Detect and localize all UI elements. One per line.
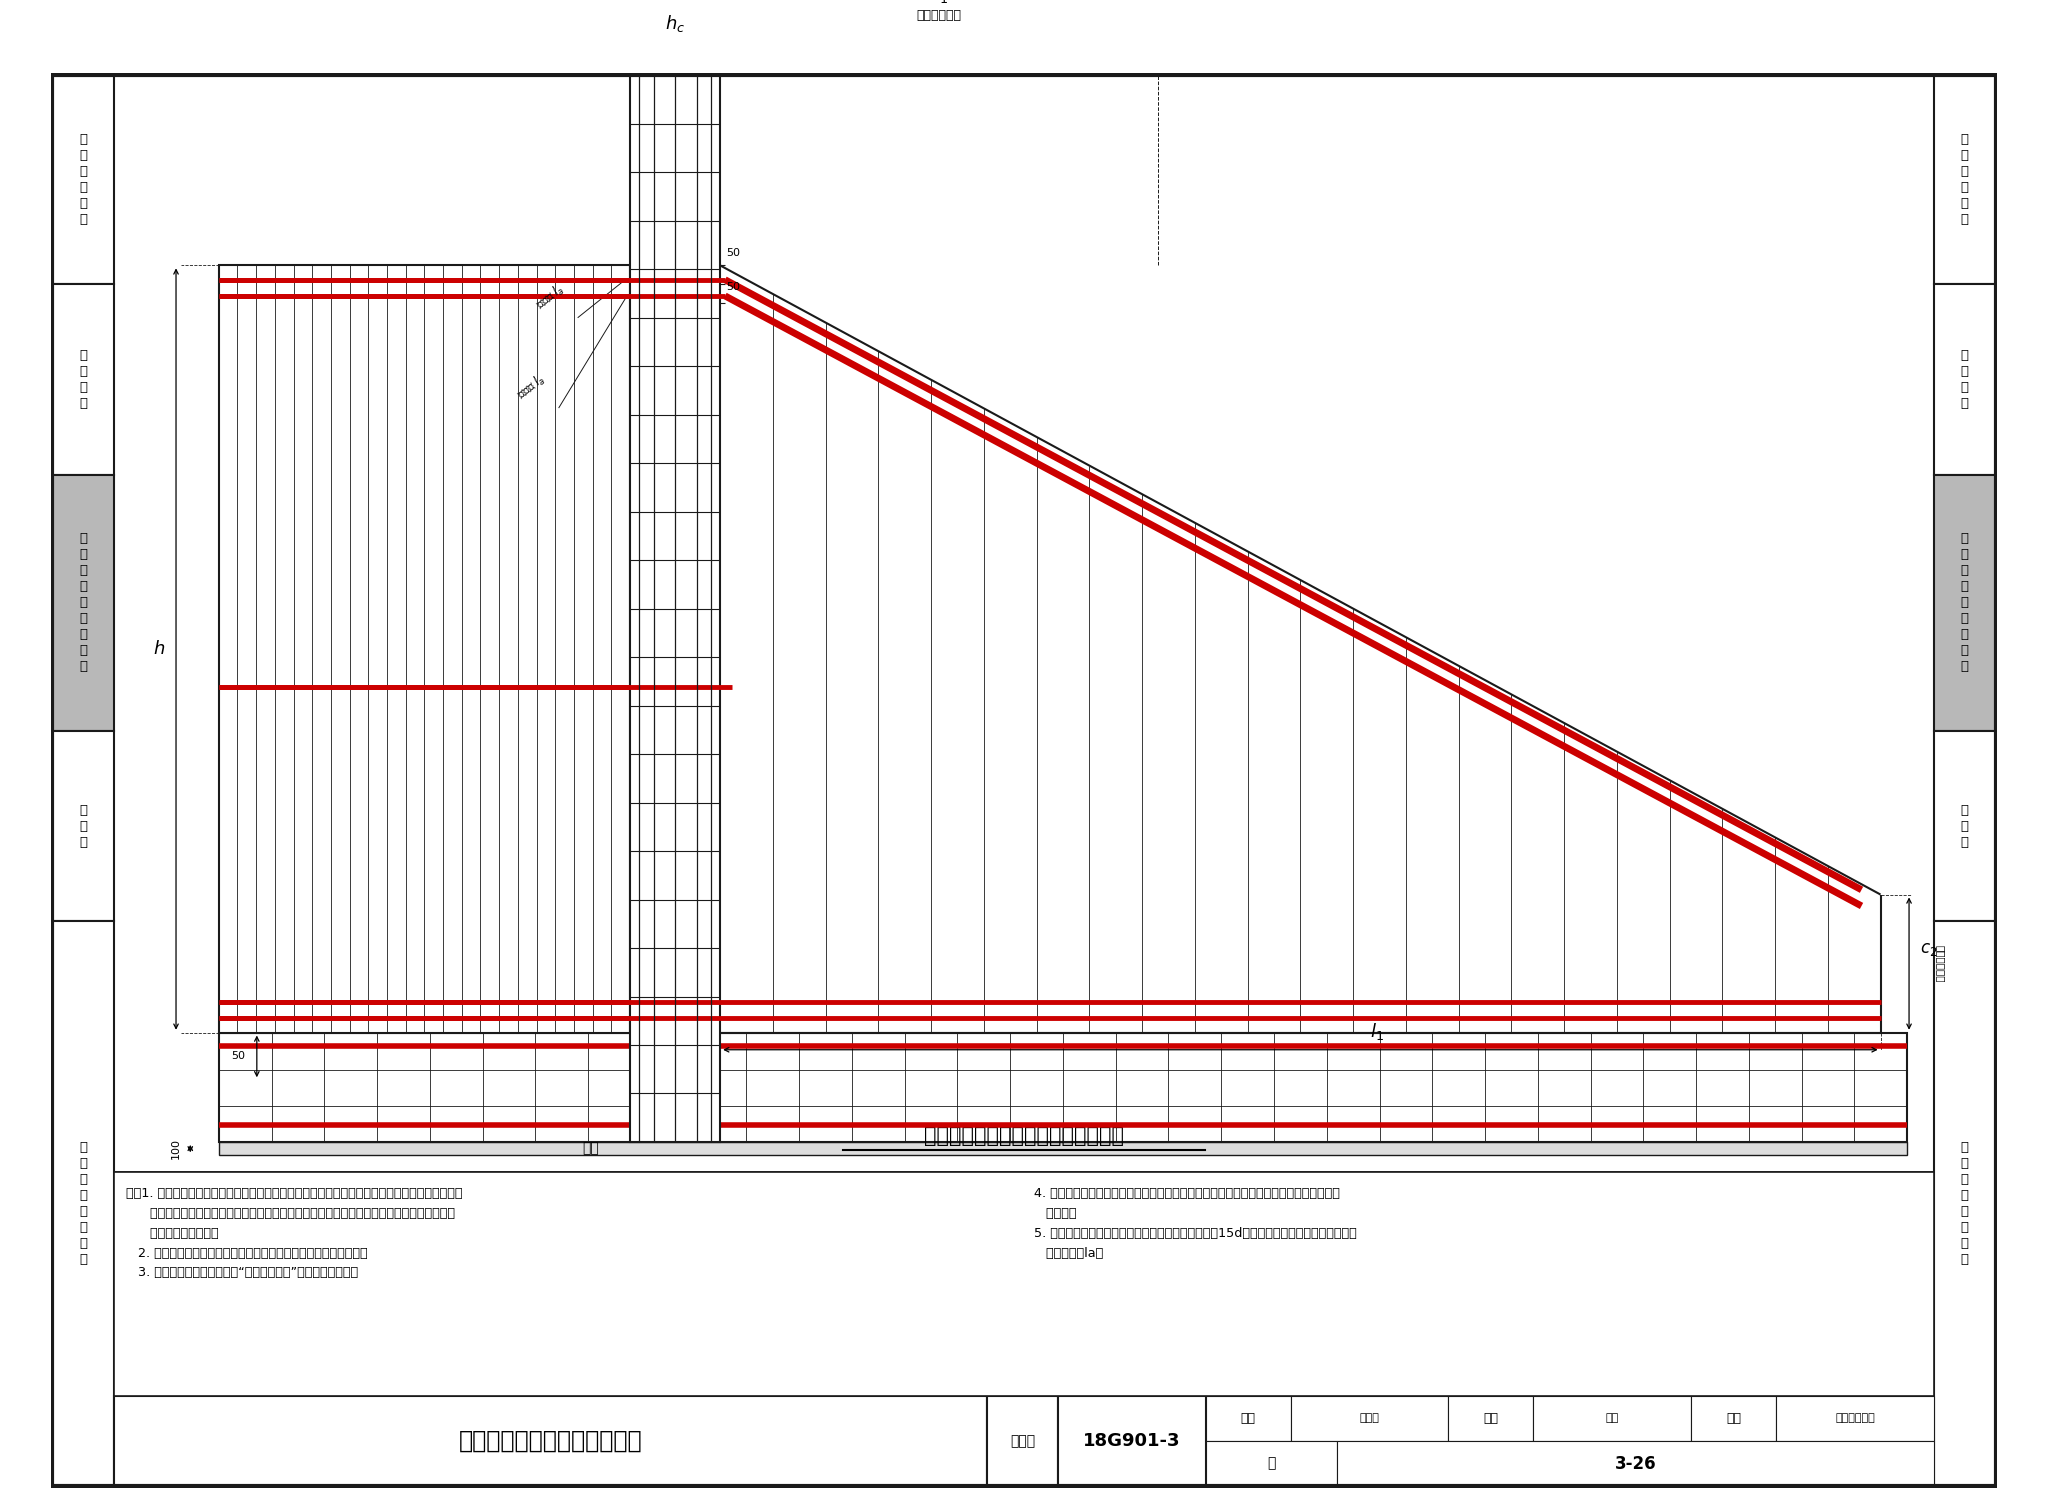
Text: 50: 50 <box>231 1052 246 1061</box>
Text: $h_c$: $h_c$ <box>666 12 686 34</box>
Bar <box>1534 1396 1692 1440</box>
Text: 与
基
础
有
关
的
构
造: 与 基 础 有 关 的 构 造 <box>80 1141 88 1266</box>
Bar <box>1933 76 1995 284</box>
Text: 独
立
基
础: 独 立 基 础 <box>1960 350 1968 411</box>
Text: 基础梁梁高加腕钉筋排布构造: 基础梁梁高加腕钉筋排布构造 <box>459 1428 643 1452</box>
Text: 条
形
基
础
与
筏
形
基
础: 条 形 基 础 与 筏 形 基 础 <box>80 533 88 674</box>
Text: 独
立
基
础: 独 立 基 础 <box>80 350 88 411</box>
Text: 直锰时 $l_a$: 直锰时 $l_a$ <box>514 372 549 403</box>
Bar <box>1059 1396 1206 1487</box>
Bar <box>53 921 115 1487</box>
Text: 条
形
基
础
与
筏
形
基
础: 条 形 基 础 与 筏 形 基 础 <box>1960 533 1968 674</box>
Bar <box>1206 1396 1290 1440</box>
Text: 4. 基础梁在梁柱结合部位水平加腕的顶部与基础梁非竖向加腕段顶部齐平，不随梁高加腕: 4. 基础梁在梁柱结合部位水平加腕的顶部与基础梁非竖向加腕段顶部齐平，不随梁高加… <box>1034 1186 1339 1199</box>
Text: $l_1$: $l_1$ <box>1370 1021 1382 1042</box>
Bar <box>219 1033 1907 1141</box>
Bar <box>631 76 721 1141</box>
Text: （设计确定）: （设计确定） <box>1935 945 1946 982</box>
Text: （设计确定）: （设计确定） <box>915 9 961 22</box>
Text: 而变化。: 而变化。 <box>1034 1207 1075 1220</box>
Text: 一
般
构
造
要
求: 一 般 构 造 要 求 <box>80 134 88 226</box>
Bar <box>115 1396 987 1487</box>
Bar <box>1933 284 1995 475</box>
Bar <box>1337 1440 1933 1487</box>
Bar <box>115 1173 1933 1396</box>
Bar <box>219 1141 1907 1155</box>
Text: 5. 当设计未注明时，基础梁中的侧面钉筋锦固长度为15d；当为抗扈钉筋且未贯通施工时，: 5. 当设计未注明时，基础梁中的侧面钉筋锦固长度为15d；当为抗扈钉筋且未贯通施… <box>1034 1226 1356 1240</box>
Text: 弯锰时 $l_a$: 弯锰时 $l_a$ <box>532 281 567 312</box>
Text: 一
般
构
造
要
求: 一 般 构 造 要 求 <box>1960 134 1968 226</box>
Bar <box>1290 1396 1448 1440</box>
Bar <box>53 475 115 731</box>
Text: 锦固长度为la。: 锦固长度为la。 <box>1034 1247 1102 1259</box>
Text: 校对: 校对 <box>1483 1412 1499 1426</box>
Bar <box>53 76 115 284</box>
Text: 黄志刚: 黄志刚 <box>1360 1414 1380 1424</box>
Bar <box>1933 731 1995 921</box>
Text: $c_2$: $c_2$ <box>1921 940 1937 958</box>
Text: 李剑: 李剑 <box>1606 1414 1618 1424</box>
Text: 注：1. 当筏形基础平法施工图中基础梁梁高加腕部位的配筋未注明时，其梁腕的顶部斜纵钉筋为基: 注：1. 当筏形基础平法施工图中基础梁梁高加腕部位的配筋未注明时，其梁腕的顶部斜… <box>125 1186 463 1199</box>
Bar <box>219 265 631 1033</box>
Text: 18G901-3: 18G901-3 <box>1083 1431 1180 1449</box>
Text: 页: 页 <box>1268 1457 1276 1470</box>
Bar <box>115 76 1933 1173</box>
Bar <box>1692 1396 1776 1440</box>
Text: 桩
基
础: 桩 基 础 <box>80 804 88 848</box>
Text: $c_1$: $c_1$ <box>930 0 948 4</box>
Text: 审核: 审核 <box>1241 1412 1255 1426</box>
Bar <box>1206 1440 1337 1487</box>
Text: 础梁顶部第一排纵筋根数少一根（且不少于两根），并插空安放，其强度和直径与基础梁顶: 础梁顶部第一排纵筋根数少一根（且不少于两根），并插空安放，其强度和直径与基础梁顶 <box>125 1207 455 1220</box>
Text: 部第一排纵筋相同。: 部第一排纵筋相同。 <box>125 1226 219 1240</box>
Bar <box>53 731 115 921</box>
Bar <box>1933 921 1995 1487</box>
Text: 3-26: 3-26 <box>1614 1455 1657 1473</box>
Bar <box>987 1396 1059 1487</box>
Text: 王怀元孙怀元: 王怀元孙怀元 <box>1835 1414 1874 1424</box>
Text: h: h <box>154 640 164 658</box>
Text: 50: 50 <box>725 283 739 292</box>
Text: 与
基
础
有
关
的
构
造: 与 基 础 有 关 的 构 造 <box>1960 1141 1968 1266</box>
Text: 垫层: 垫层 <box>582 1141 598 1156</box>
Text: 桩
基
础: 桩 基 础 <box>1960 804 1968 848</box>
Bar <box>1448 1396 1534 1440</box>
Bar <box>1933 475 1995 731</box>
Text: 设计: 设计 <box>1726 1412 1741 1426</box>
Bar <box>53 284 115 475</box>
Text: 基础梁梁高加腕钉筋排布构造（一）: 基础梁梁高加腕钉筋排布构造（一） <box>924 1126 1124 1146</box>
Text: 图集号: 图集号 <box>1010 1434 1034 1448</box>
Text: 2. 梁腕范围的筠筋与基础梁的筠筋配置相同，仅筠筋高度为变値。: 2. 梁腕范围的筠筋与基础梁的筠筋配置相同，仅筠筋高度为变値。 <box>125 1247 367 1259</box>
Text: 3. 柱插筋构造详见本图集的“一般构造要求”部分的有关详图。: 3. 柱插筋构造详见本图集的“一般构造要求”部分的有关详图。 <box>125 1266 358 1280</box>
Text: 100: 100 <box>170 1138 180 1159</box>
Bar <box>1776 1396 1933 1440</box>
Text: 50: 50 <box>725 248 739 257</box>
